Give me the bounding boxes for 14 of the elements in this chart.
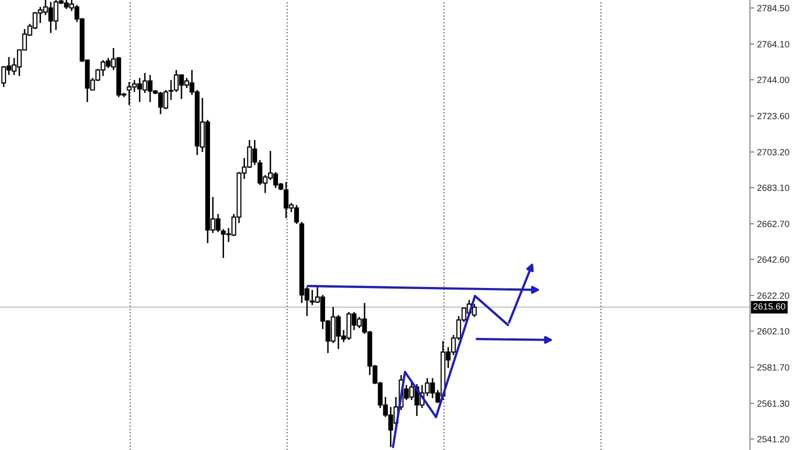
- y-tick-label: 2622.20: [757, 292, 790, 299]
- y-tick-label: 2662.70: [757, 220, 790, 228]
- y-tick-label: 2764.10: [757, 41, 790, 48]
- y-tick-label: 2703.20: [757, 148, 790, 156]
- y-tick-label: 2723.60: [757, 112, 790, 120]
- y-tick-label: 2541.20: [757, 436, 790, 442]
- y-tick-label: 2602.10: [757, 328, 790, 334]
- y-tick-label: 2744.00: [757, 76, 790, 84]
- y-tick-label: 2581.70: [757, 364, 790, 371]
- y-tick-label: 2784.50: [757, 4, 790, 12]
- y-tick-label: 2642.60: [757, 256, 790, 263]
- ref-line-label: 2615.60: [753, 303, 786, 310]
- y-tick-label: 2561.30: [757, 400, 790, 407]
- y-tick-label: 2683.10: [757, 184, 790, 191]
